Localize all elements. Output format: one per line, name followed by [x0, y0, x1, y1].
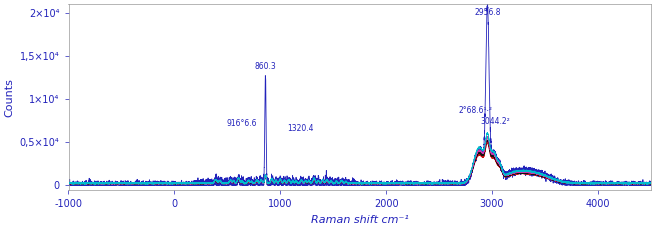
Text: 3044.2²: 3044.2² — [480, 117, 510, 126]
Y-axis label: Counts: Counts — [4, 78, 14, 117]
Text: 860.3: 860.3 — [255, 62, 276, 71]
Text: 1320.4: 1320.4 — [287, 124, 314, 133]
Text: 916°6.6: 916°6.6 — [227, 119, 257, 128]
X-axis label: Raman shift cm⁻¹: Raman shift cm⁻¹ — [310, 215, 409, 225]
Text: 2°68.6¹⋅²: 2°68.6¹⋅² — [458, 106, 492, 115]
Text: 2956.8: 2956.8 — [474, 8, 500, 17]
